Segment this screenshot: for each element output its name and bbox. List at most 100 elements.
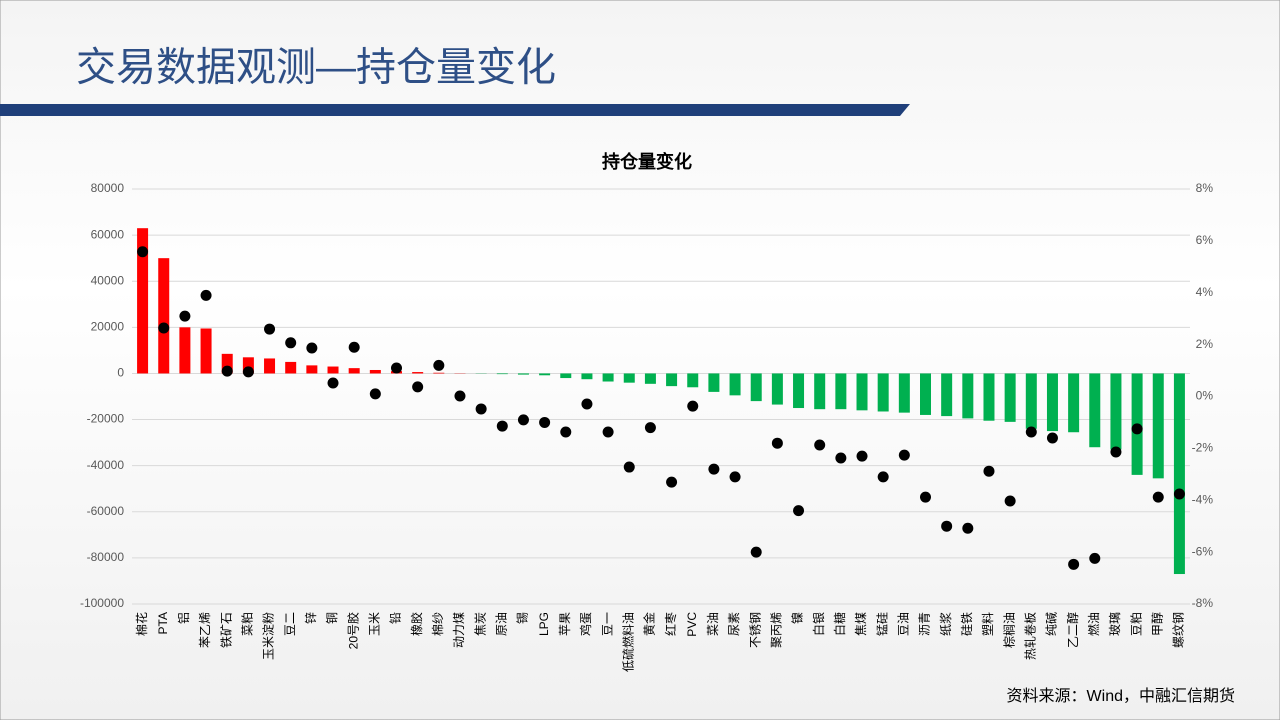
bar [433, 372, 445, 374]
x-tick-label: 豆二 [283, 612, 297, 636]
bar [539, 373, 551, 376]
bar [221, 353, 233, 374]
bar [1046, 373, 1058, 432]
x-tick-label: 白糖 [832, 612, 847, 636]
bar [623, 373, 635, 383]
bar [687, 373, 699, 388]
dot [920, 491, 931, 503]
y2-tick-label: 0% [1196, 389, 1214, 403]
x-tick-label: 燃油 [1086, 612, 1101, 636]
dot [708, 463, 720, 475]
x-tick-label: 苹果 [558, 612, 572, 636]
dot [158, 322, 170, 334]
x-tick-label: 纸浆 [938, 612, 953, 636]
bar [200, 328, 212, 374]
source-note: 资料来源：Wind，中融汇信期货 [1007, 687, 1235, 705]
bar [814, 373, 826, 410]
dot [644, 422, 656, 434]
x-tick-label: 聚丙烯 [770, 612, 784, 648]
dot [877, 471, 889, 483]
dot [814, 439, 826, 451]
bar [158, 258, 170, 374]
bar [242, 357, 254, 374]
bar [1173, 373, 1185, 575]
x-tick-label: 铝 [176, 612, 191, 624]
dot [750, 546, 762, 558]
x-tick-label: 玉米淀粉 [262, 612, 276, 660]
x-tick-label: 锌 [304, 612, 318, 624]
bar [708, 373, 720, 392]
dot [962, 522, 974, 534]
y-tick-label: -40000 [87, 458, 125, 472]
dot [898, 449, 910, 461]
dot [560, 426, 572, 438]
dot [1152, 491, 1164, 503]
bar [327, 366, 339, 374]
dot [835, 452, 847, 464]
bar [1089, 373, 1101, 448]
x-tick-label: 动力煤 [452, 612, 466, 648]
x-tick-label: 豆油 [897, 612, 911, 636]
x-tick-label: 豆粕 [1128, 612, 1143, 636]
x-tick-label: 豆一 [600, 612, 614, 636]
dot [475, 403, 487, 415]
bar [835, 373, 847, 410]
bar [750, 373, 762, 402]
bar [581, 373, 593, 380]
bar [179, 327, 191, 374]
x-tick-label: 菜油 [706, 612, 720, 636]
x-tick-label: 棉纱 [431, 612, 445, 636]
bar [856, 373, 868, 411]
bar [877, 373, 889, 412]
x-tick-label: 纯碱 [1045, 612, 1059, 636]
bar [306, 365, 318, 374]
dot [179, 310, 191, 322]
bar [1068, 373, 1080, 433]
dot [983, 465, 995, 477]
dot [221, 365, 233, 377]
dot [517, 414, 529, 426]
dot [369, 388, 381, 400]
bar [793, 373, 805, 409]
dot [391, 362, 402, 374]
x-tick-label: 锰硅 [874, 612, 889, 636]
x-tick-label: 沥青 [918, 612, 932, 636]
x-tick-label: 乙二醇 [1065, 612, 1080, 648]
x-tick-label: 焦炭 [473, 612, 487, 636]
dot [793, 505, 805, 517]
bar [602, 373, 614, 382]
x-tick-label: 原油 [494, 612, 508, 636]
x-tick-label: 螺纹钢 [1172, 612, 1186, 648]
dot [1046, 432, 1058, 444]
y-tick-label: 80000 [91, 181, 125, 195]
x-tick-label: PVC [685, 612, 699, 637]
x-tick-label: 塑料 [980, 612, 995, 636]
bar [369, 369, 381, 374]
slide-title: 交易数据观测—持仓量变化 [76, 46, 556, 90]
dot [539, 416, 551, 428]
x-tick-label: 低硫燃料油 [620, 612, 635, 672]
x-tick-label: 硅铁 [960, 612, 974, 636]
dot [1089, 552, 1101, 564]
bar [560, 373, 572, 379]
x-tick-label: 玻璃 [1108, 612, 1122, 636]
x-tick-label: 甲醇 [1149, 612, 1164, 636]
x-tick-label: PTA [156, 612, 170, 634]
dot [1110, 446, 1122, 458]
dot [264, 323, 276, 335]
y2-tick-label: -4% [1192, 492, 1214, 506]
bar [1152, 373, 1164, 479]
x-tick-label: 菜粕 [240, 612, 255, 636]
dot [137, 246, 149, 258]
bar [1110, 373, 1122, 450]
bar [666, 373, 678, 387]
chart-title: 持仓量变化 [602, 151, 692, 172]
x-tick-label: 尿素 [727, 612, 741, 636]
x-tick-label: 苯乙烯 [198, 612, 212, 648]
dot [687, 400, 699, 412]
dot [496, 420, 508, 432]
bar [496, 373, 508, 375]
bar [264, 358, 276, 374]
dot [771, 437, 783, 449]
bar [1025, 373, 1037, 429]
